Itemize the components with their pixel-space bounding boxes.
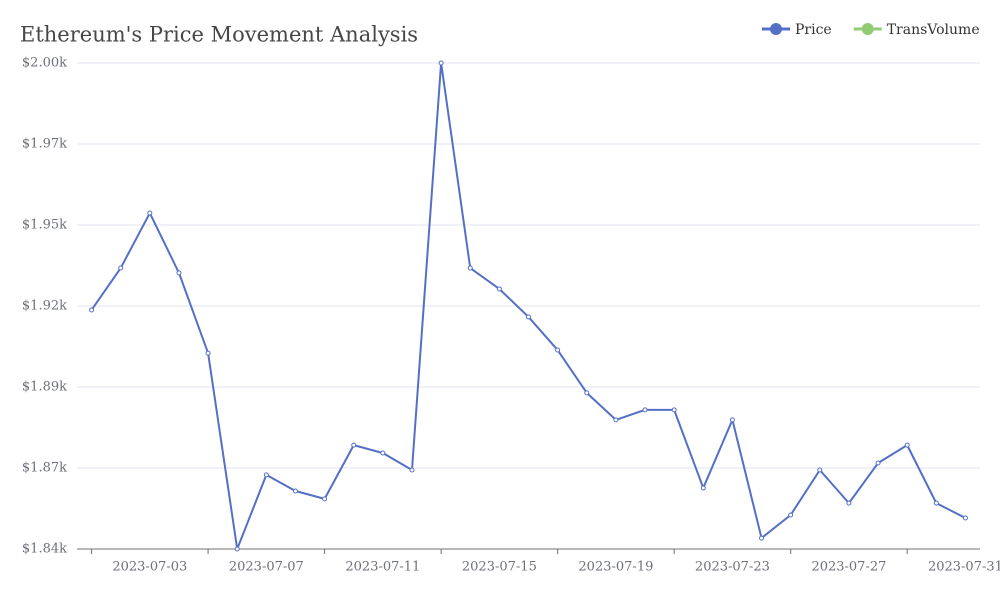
- data-point: [118, 265, 124, 271]
- data-point: [613, 417, 619, 423]
- data-point: [89, 307, 95, 313]
- data-point: [467, 265, 473, 271]
- legend-icon: [861, 23, 874, 35]
- x-tick-label: 2023-07-07: [229, 560, 304, 575]
- y-tick-label: $1.92k: [22, 299, 67, 314]
- data-point: [729, 417, 735, 423]
- y-tick-label: $1.89k: [22, 380, 67, 395]
- data-point: [438, 60, 444, 66]
- legend-label: Price: [795, 22, 832, 38]
- chart-title: Ethereum's Price Movement Analysis: [20, 23, 418, 47]
- data-point: [234, 546, 240, 552]
- y-tick-label: $1.97k: [22, 137, 67, 152]
- x-tick-label: 2023-07-03: [112, 560, 187, 575]
- data-point: [496, 286, 502, 292]
- x-tick-label: 2023-07-23: [695, 560, 770, 575]
- data-point: [700, 485, 706, 491]
- data-point: [409, 467, 415, 473]
- data-point: [671, 407, 677, 413]
- legend-item[interactable]: Price: [762, 22, 832, 38]
- data-point: [176, 270, 182, 276]
- data-point: [962, 515, 968, 521]
- x-tick-label: 2023-07-27: [811, 560, 886, 575]
- data-point: [526, 314, 531, 320]
- data-point: [788, 512, 794, 518]
- y-tick-label: $1.95k: [22, 217, 67, 232]
- data-point: [904, 442, 910, 448]
- data-point: [351, 442, 357, 448]
- data-point: [292, 488, 298, 494]
- y-tick-label: $1.87k: [22, 460, 67, 475]
- y-tick-label: $2.00k: [22, 56, 67, 71]
- data-point: [205, 350, 211, 356]
- data-point: [642, 407, 648, 413]
- legend-icon: [770, 23, 782, 35]
- legend-label: TransVolume: [887, 22, 980, 38]
- y-tick-label: $1.84k: [22, 542, 67, 557]
- data-point: [933, 500, 939, 506]
- data-point: [875, 460, 881, 466]
- data-point: [380, 450, 386, 456]
- data-point: [817, 467, 823, 473]
- data-point: [584, 390, 590, 396]
- data-point: [846, 500, 852, 506]
- x-tick-label: 2023-07-19: [578, 560, 653, 575]
- data-point: [555, 347, 561, 353]
- legend-item[interactable]: TransVolume: [853, 22, 980, 38]
- data-point: [759, 535, 765, 541]
- x-tick-label: 2023-07-15: [462, 560, 537, 575]
- data-point: [263, 472, 269, 478]
- x-tick-label: 2023-07-31: [928, 560, 1000, 575]
- data-point: [147, 210, 153, 216]
- x-tick-label: 2023-07-11: [345, 560, 420, 575]
- data-point: [322, 496, 328, 502]
